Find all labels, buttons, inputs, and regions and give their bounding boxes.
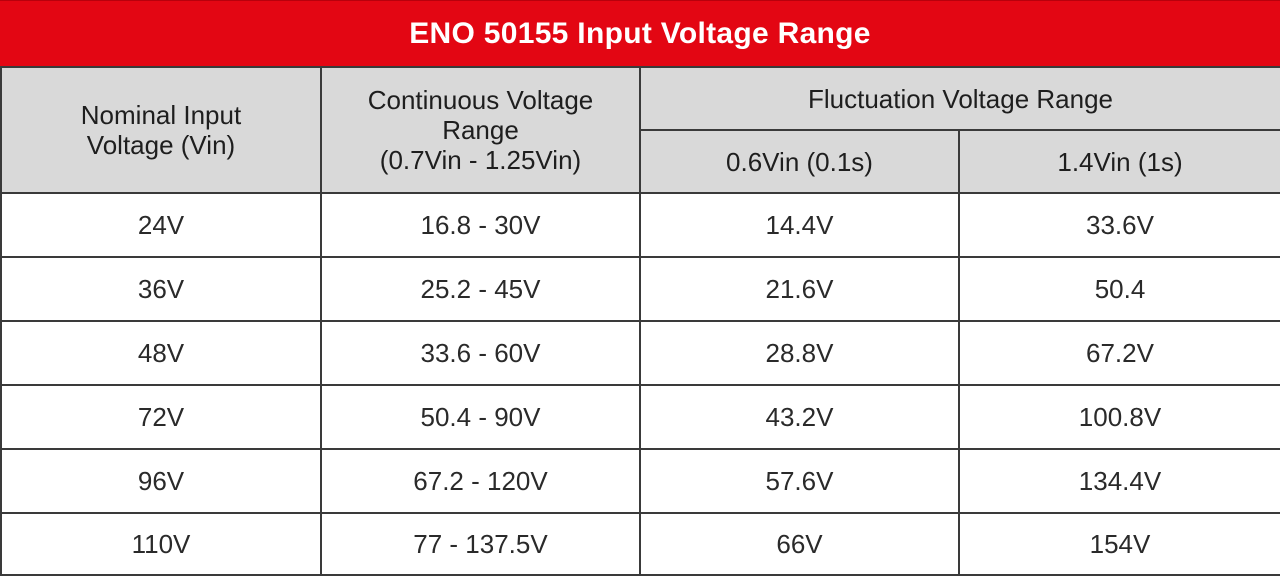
cell-high: 67.2V <box>958 320 1280 386</box>
cell-low: 14.4V <box>639 192 960 258</box>
cell-continuous: 33.6 - 60V <box>320 320 641 386</box>
table-row: 110V 77 - 137.5V 66V 154V <box>0 512 1280 576</box>
cell-nominal: 110V <box>0 512 322 576</box>
cell-nominal: 96V <box>0 448 322 514</box>
header-fluctuation-high: 1.4Vin (1s) <box>958 129 1280 194</box>
cell-continuous: 25.2 - 45V <box>320 256 641 322</box>
cell-nominal: 24V <box>0 192 322 258</box>
header-fluctuation-range: Fluctuation Voltage Range <box>639 66 1280 131</box>
table-row: 72V 50.4 - 90V 43.2V 100.8V <box>0 384 1280 450</box>
voltage-table: Nominal Input Voltage (Vin) Continuous V… <box>0 66 1280 576</box>
cell-nominal: 36V <box>0 256 322 322</box>
cell-low: 28.8V <box>639 320 960 386</box>
header-nominal-line-1: Nominal Input <box>80 100 242 130</box>
cell-low: 66V <box>639 512 960 576</box>
table-row: 24V 16.8 - 30V 14.4V 33.6V <box>0 192 1280 258</box>
cell-high: 134.4V <box>958 448 1280 514</box>
cell-low: 43.2V <box>639 384 960 450</box>
header-continuous-line-2: Range <box>442 115 519 145</box>
header-row-bottom: 0.6Vin (0.1s) 1.4Vin (1s) <box>1 129 1280 194</box>
cell-low: 21.6V <box>639 256 960 322</box>
cell-high: 154V <box>958 512 1280 576</box>
cell-continuous: 67.2 - 120V <box>320 448 641 514</box>
table-title: ENO 50155 Input Voltage Range <box>0 0 1280 66</box>
cell-nominal: 72V <box>0 384 322 450</box>
cell-low: 57.6V <box>639 448 960 514</box>
cell-continuous: 16.8 - 30V <box>320 192 641 258</box>
header-continuous-line-1: Continuous Voltage <box>367 85 594 115</box>
header-nominal-voltage: Nominal Input Voltage (Vin) <box>0 66 322 194</box>
header-fluctuation-low: 0.6Vin (0.1s) <box>639 129 960 194</box>
table-row: 96V 67.2 - 120V 57.6V 134.4V <box>0 448 1280 514</box>
cell-high: 50.4 <box>958 256 1280 322</box>
table-body: 24V 16.8 - 30V 14.4V 33.6V 36V 25.2 - 45V 21.6… <box>0 192 1280 576</box>
cell-high: 33.6V <box>958 192 1280 258</box>
table-row: 36V 25.2 - 45V 21.6V 50.4 <box>0 256 1280 322</box>
cell-continuous: 77 - 137.5V <box>320 512 641 576</box>
header-continuous-range: Continuous Voltage Range (0.7Vin - 1.25V… <box>320 66 641 194</box>
header-continuous-line-3: (0.7Vin - 1.25Vin) <box>379 145 582 175</box>
header-row-top: Nominal Input Voltage (Vin) Continuous V… <box>0 66 1280 194</box>
cell-nominal: 48V <box>0 320 322 386</box>
header-nominal-line-2: Voltage (Vin) <box>86 130 236 160</box>
cell-high: 100.8V <box>958 384 1280 450</box>
cell-continuous: 50.4 - 90V <box>320 384 641 450</box>
table-row: 48V 33.6 - 60V 28.8V 67.2V <box>0 320 1280 386</box>
